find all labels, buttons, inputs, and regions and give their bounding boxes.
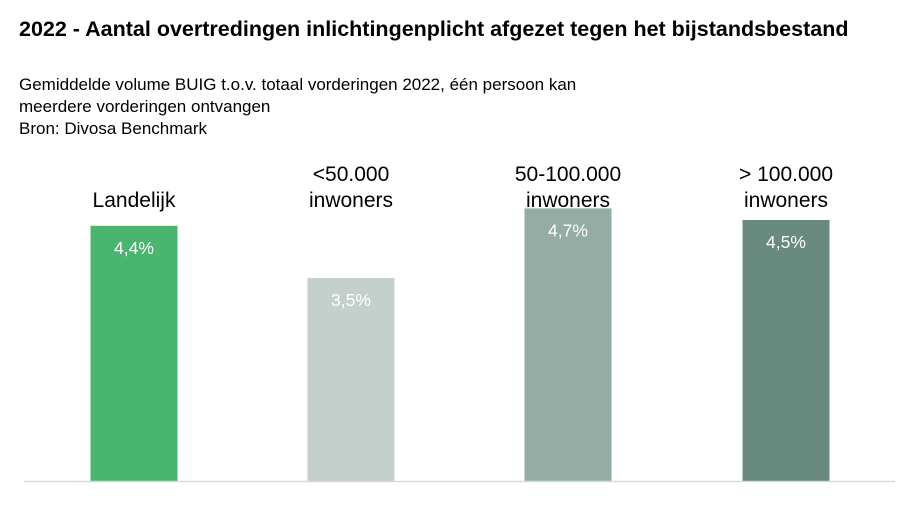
value-labels: 4,4% 3,5% 4,7% 4,5% (114, 220, 806, 310)
subtitle-line: Gemiddelde volume BUIG t.o.v. totaal vor… (19, 75, 577, 94)
category-label: > 100.000 (739, 163, 833, 186)
category-label: 50-100.000 (515, 163, 621, 186)
category-label: inwoners (744, 189, 828, 212)
data-label: 3,5% (331, 290, 371, 310)
chart-title: 2022 - Aantal overtredingen inlichtingen… (19, 17, 849, 41)
chart-subtitle: Gemiddelde volume BUIG t.o.v. totaal vor… (19, 74, 899, 140)
bar (742, 220, 830, 481)
source-note: Bron: Divosa Benchmark (19, 119, 208, 138)
category-labels: Landelijk <50.000 inwoners 50-100.000 inwone… (93, 163, 833, 212)
bar (90, 225, 178, 481)
bar (307, 278, 395, 481)
category-label: inwoners (309, 189, 393, 212)
category-label: inwoners (526, 189, 610, 212)
category-label: Landelijk (93, 189, 176, 212)
data-label: 4,5% (766, 232, 806, 252)
data-label: 4,4% (114, 238, 154, 258)
subtitle-line: meerdere vorderingen ontvangen (19, 97, 271, 116)
bars-group (90, 208, 830, 481)
bar (524, 208, 612, 481)
category-label: <50.000 (313, 163, 390, 186)
data-label: 4,7% (548, 220, 588, 240)
